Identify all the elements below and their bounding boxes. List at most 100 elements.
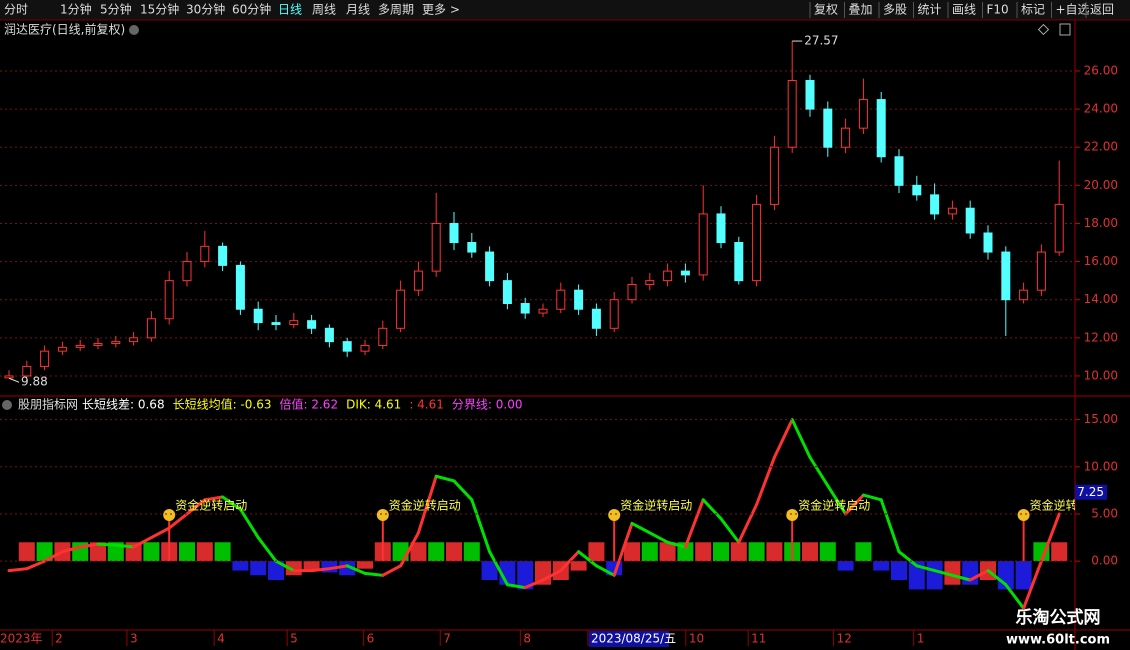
toolbar-button[interactable]: 更多 > (422, 3, 460, 17)
candle-body (40, 350, 50, 367)
histogram-bar (232, 561, 249, 571)
annotation-pointer (8, 377, 20, 383)
panel-button[interactable] (1059, 23, 1071, 36)
toolbar-button[interactable]: 1分钟 (60, 2, 92, 17)
indicator-line (968, 569, 990, 582)
histogram-bar (570, 561, 587, 571)
histogram-bar (730, 542, 747, 562)
x-tick-label: 12 (837, 632, 852, 646)
toolbar-button[interactable]: 多股 (883, 3, 907, 17)
candle-body (876, 99, 886, 158)
indicator-line (256, 536, 278, 563)
toolbar-button[interactable]: F10 (987, 3, 1009, 17)
x-tick-label: 1 (917, 632, 925, 646)
indicator-line (683, 498, 705, 549)
histogram-bar (18, 542, 35, 562)
toolbar-button[interactable]: 标记 (1021, 3, 1045, 17)
dropdown-icon[interactable] (129, 25, 139, 35)
toolbar-button[interactable]: 5分钟 (100, 2, 132, 17)
legend-item: 长短线均值: -0.63 (173, 397, 272, 412)
indicator-line (310, 567, 331, 573)
candle-body (823, 108, 833, 148)
indicator-line (879, 498, 901, 554)
y-tick-label: 26.00 (1084, 63, 1118, 77)
candle-body (965, 207, 975, 234)
x-tick-label: 2023年 (0, 632, 43, 646)
toolbar-button[interactable]: 返回 (1090, 3, 1114, 17)
x-tick-label: 10 (689, 632, 704, 646)
candle-body (698, 213, 708, 276)
y-tick-label: 0.00 (1091, 554, 1118, 568)
toolbar-button[interactable]: 周线 (312, 3, 336, 17)
price-annotation: 27.57 (804, 34, 838, 48)
toolbar-button[interactable]: 15分钟 (140, 2, 179, 17)
toolbar-button[interactable]: 叠加 (849, 3, 873, 17)
candle-body (841, 127, 851, 148)
legend-item: : 4.61 (409, 398, 444, 412)
candle-body (894, 156, 904, 186)
watermark: 乐淘公式网 (1016, 607, 1101, 628)
toolbar (0, 0, 1130, 20)
indicator-line (790, 418, 812, 459)
legend-item: 分界线: 0.00 (452, 398, 523, 412)
toolbar-button[interactable]: 60分钟 (232, 2, 271, 17)
candle-body (93, 343, 103, 346)
histogram-bar (1015, 561, 1032, 590)
signal-coin (376, 508, 389, 521)
toolbar-button[interactable]: +自选 (1056, 3, 1090, 17)
histogram-bar (214, 542, 231, 562)
candle-body (449, 222, 459, 244)
toolbar-button[interactable]: 统计 (918, 3, 942, 17)
indicator-line (986, 569, 1008, 587)
y-tick-label: 10.00 (1084, 459, 1118, 473)
candle-body (57, 346, 67, 352)
toolbar-button[interactable]: 复权 (814, 3, 838, 17)
indicator-name: 股朋指标网 (18, 397, 78, 412)
candle-body (467, 242, 477, 253)
candle-body (396, 289, 406, 329)
candle-body (947, 207, 957, 215)
indicator-line (612, 521, 634, 577)
candle-body (378, 327, 388, 346)
dropdown-icon[interactable] (2, 400, 12, 410)
signal-label: 资金逆转启动 (389, 497, 461, 512)
signal-label: 资金逆转启动 (175, 497, 247, 512)
candle-body (930, 194, 940, 215)
histogram-bar (588, 542, 605, 562)
panel-button[interactable] (1037, 23, 1050, 36)
signal-label: 资金逆转启动 (620, 497, 692, 512)
histogram-bar (446, 542, 462, 562)
candle-body (413, 270, 423, 291)
histogram-bar (143, 542, 160, 562)
toolbar-button[interactable]: 画线 (952, 3, 976, 17)
indicator-line (933, 569, 954, 577)
candle-body (627, 283, 637, 301)
toolbar-button[interactable]: 分时 (4, 3, 28, 17)
candle-body (360, 344, 370, 352)
candle-body (22, 365, 32, 377)
indicator-line (167, 512, 189, 530)
toolbar-button[interactable]: 月线 (346, 3, 370, 17)
histogram-bar (641, 542, 658, 562)
y-tick-label: 5.00 (1091, 506, 1118, 520)
y-tick-label: 10.00 (1084, 368, 1118, 382)
indicator-line (594, 564, 616, 577)
indicator-line (488, 550, 509, 587)
indicator-line (114, 543, 136, 549)
toolbar-button[interactable]: 30分钟 (186, 2, 225, 17)
histogram-bar (428, 542, 445, 562)
toolbar-button[interactable]: 日线 (278, 3, 302, 17)
indicator-line (416, 474, 438, 535)
price-annotation: 9.88 (21, 375, 48, 389)
indicator-line (808, 455, 830, 488)
signal-coin (608, 508, 621, 521)
histogram-bar (1051, 542, 1068, 562)
signal-label: 资金逆转启动 (1030, 497, 1102, 512)
y-tick-label: 22.00 (1084, 140, 1118, 154)
legend-item: 长短线差: 0.68 (82, 398, 165, 412)
toolbar-button[interactable]: 多周期 (378, 3, 414, 17)
histogram-bar (357, 561, 373, 569)
candle-body (342, 341, 352, 352)
candle-body (912, 184, 922, 196)
candle-body (663, 270, 673, 282)
